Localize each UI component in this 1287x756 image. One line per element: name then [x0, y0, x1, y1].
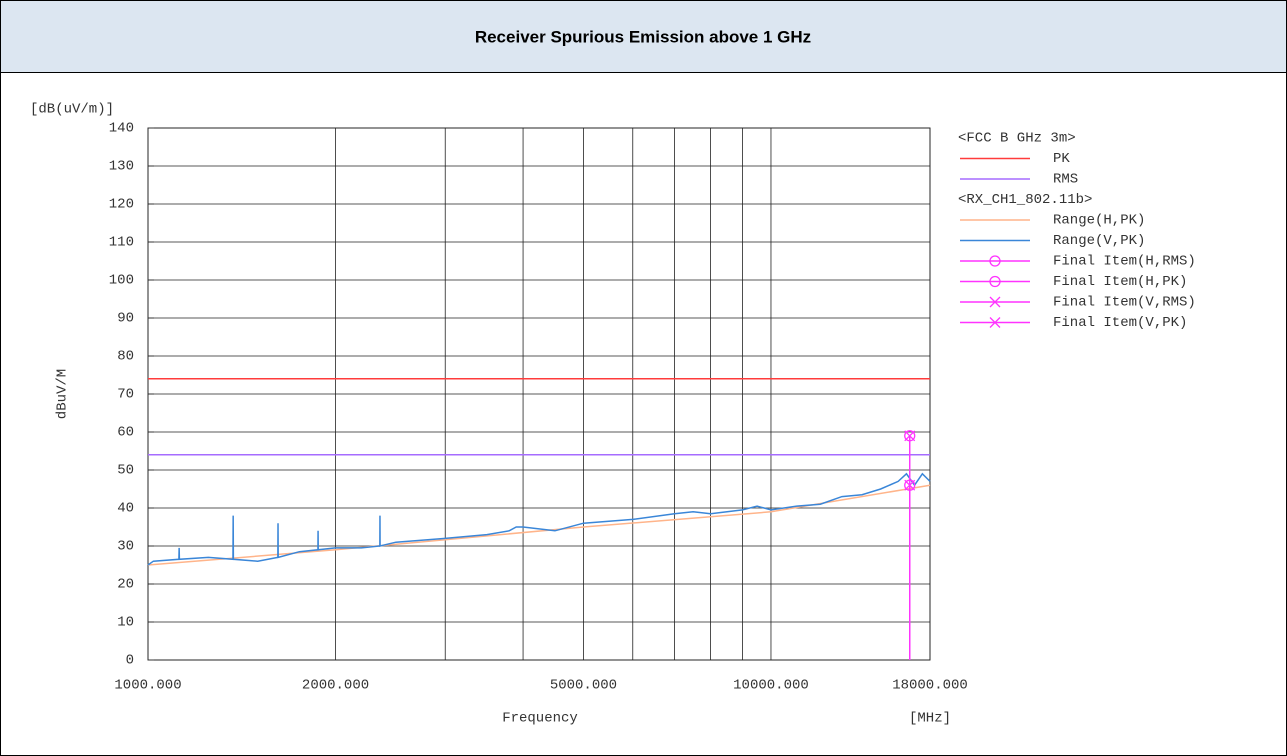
legend-label: Range(H,PK) [1053, 213, 1145, 229]
legend-marker [989, 275, 1001, 288]
series-line [147, 472, 931, 566]
x-tick-label: 10000.000 [733, 678, 809, 694]
header-band [1, 1, 1286, 72]
legend-group: <RX_CH1_802.11b> [958, 192, 1092, 208]
y-tick-label: 50 [117, 463, 134, 479]
legend-label: Final Item(V,RMS) [1053, 295, 1196, 311]
x-unit: [MHz] [909, 711, 951, 727]
y-axis-label: dBuV/M [55, 369, 71, 419]
y-tick-label: 90 [117, 311, 134, 327]
y-tick-label: 140 [109, 121, 134, 137]
y-tick-label: 30 [117, 539, 134, 555]
y-tick-label: 40 [117, 501, 134, 517]
y-tick-label: 20 [117, 577, 134, 593]
y-tick-label: 130 [109, 159, 134, 175]
y-tick-label: 10 [117, 615, 134, 631]
x-tick-label: 1000.000 [114, 678, 181, 694]
x-tick-label: 2000.000 [302, 678, 369, 694]
x-tick-label: 5000.000 [550, 678, 617, 694]
y-unit: [dB(uV/m)] [30, 102, 114, 118]
legend-label: RMS [1053, 172, 1078, 188]
legend-marker [989, 296, 1001, 308]
y-tick-label: 120 [109, 197, 134, 213]
y-tick-label: 80 [117, 349, 134, 365]
legend-label: Final Item(H,RMS) [1053, 254, 1196, 270]
y-tick-label: 70 [117, 387, 134, 403]
legend-label: PK [1053, 151, 1070, 167]
legend-marker [989, 317, 1001, 328]
final-item-marker [904, 430, 916, 442]
legend-label: Final Item(V,PK) [1053, 315, 1187, 331]
y-tick-label: 0 [126, 653, 134, 669]
y-tick-label: 110 [109, 235, 134, 251]
y-tick-label: 60 [117, 425, 134, 441]
x-tick-label: 18000.000 [892, 678, 968, 694]
x-axis-label: Frequency [502, 711, 578, 727]
legend-label: Final Item(H,PK) [1053, 274, 1187, 290]
legend-label: Range(V,PK) [1053, 233, 1145, 249]
legend-marker [989, 255, 1001, 267]
legend-group: <FCC B GHz 3m> [958, 131, 1076, 147]
chart-title: Receiver Spurious Emission above 1 GHz [475, 27, 811, 46]
y-tick-label: 100 [109, 273, 134, 289]
